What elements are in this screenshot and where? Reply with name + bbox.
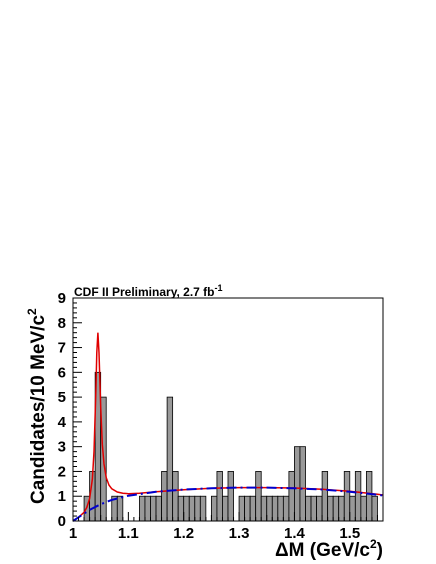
histogram-bin	[183, 495, 190, 522]
histogram-bin	[321, 471, 329, 522]
histogram-bin	[260, 495, 268, 522]
histogram-bin	[371, 495, 378, 522]
histogram-bin	[255, 471, 262, 522]
histogram-bin	[277, 495, 284, 522]
histogram-bin	[210, 495, 218, 522]
y-tick-label: 9	[58, 290, 66, 307]
x-tick-label: 1.2	[173, 525, 194, 542]
chart-title: CDF II Preliminary, 2.7 fb-1	[74, 283, 223, 299]
histogram-bin	[249, 495, 257, 522]
histogram-bin	[150, 495, 157, 522]
histogram-bin	[172, 471, 179, 522]
x-tick-label: 1.5	[339, 525, 360, 542]
y-tick-label: 7	[58, 340, 66, 357]
histogram-bin	[238, 495, 246, 522]
chart-title-superscript: -1	[214, 283, 222, 293]
histogram-bin	[216, 471, 223, 522]
y-axis-title: Candidates/10 MeV/c2	[25, 308, 49, 504]
histogram-bin	[227, 471, 234, 522]
histogram-bin	[360, 495, 367, 522]
histogram-bin	[294, 446, 301, 522]
histogram-bin	[343, 471, 351, 522]
histogram-bin	[139, 495, 146, 522]
histogram-bin	[288, 471, 295, 522]
histogram-bin	[177, 495, 185, 522]
histogram-bin	[299, 446, 306, 522]
histogram-bin	[161, 471, 168, 522]
histogram-bin	[354, 471, 362, 522]
curve-layer	[72, 332, 384, 522]
histogram-bin	[194, 495, 201, 522]
y-tick-label: 3	[58, 439, 66, 456]
x-tick-label: 1	[69, 525, 77, 542]
histogram-bin	[365, 471, 373, 522]
histogram-bin	[310, 495, 317, 522]
y-tick-label: 6	[58, 364, 66, 381]
y-tick-label: 4	[58, 414, 67, 431]
histogram-layer	[83, 371, 378, 522]
y-tick-label: 1	[58, 488, 66, 505]
x-tick-label: 1.4	[284, 525, 306, 542]
histogram-bin	[188, 495, 196, 522]
series-line-background	[72, 486, 384, 522]
histogram-bin	[116, 495, 124, 522]
histogram-bin	[282, 495, 290, 522]
histogram-bin	[244, 495, 251, 522]
histogram-bin	[222, 495, 229, 522]
y-tick-label: 8	[58, 315, 66, 332]
x-axis-title-close: )	[377, 540, 383, 561]
histogram-bin	[144, 495, 151, 522]
y-tick-label: 0	[58, 513, 66, 530]
x-tick-label: 1.1	[118, 525, 139, 542]
histogram-bin	[305, 495, 312, 522]
y-tick-label: 2	[58, 463, 66, 480]
histogram-bin	[327, 495, 334, 522]
histogram-bin	[166, 396, 174, 522]
x-tick-label: 1.3	[229, 525, 250, 542]
x-axis-title-superscript: 2	[370, 537, 377, 551]
histogram-bin	[271, 495, 279, 522]
histogram-bin	[266, 495, 273, 522]
x-axis-title: ΔM (GeV/c2)	[275, 537, 383, 561]
histogram-bin	[199, 495, 207, 522]
y-tick-label: 5	[58, 389, 66, 406]
histogram-bin	[338, 495, 345, 522]
histogram-bin	[332, 495, 340, 522]
histogram-bin	[316, 495, 323, 522]
y-axis-title-superscript: 2	[25, 308, 39, 315]
histogram-bin	[349, 495, 356, 522]
histogram-bin	[155, 495, 162, 522]
